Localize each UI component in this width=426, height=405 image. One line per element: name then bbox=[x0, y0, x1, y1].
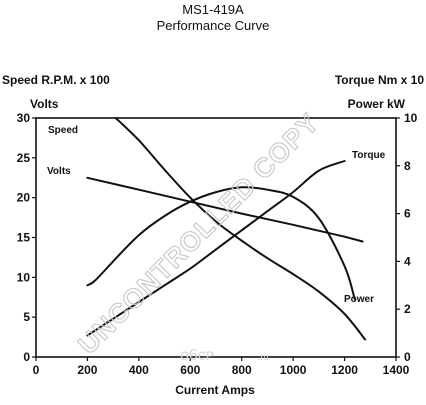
y-left-tick-label: 0 bbox=[23, 350, 30, 364]
y-right-tick-label: 2 bbox=[404, 302, 411, 316]
y-right-tick-label: 10 bbox=[404, 111, 418, 125]
x-tick-label: 1200 bbox=[331, 363, 358, 377]
watermark-text: UNCONTROLLED COPY bbox=[72, 107, 325, 360]
x-tick-label: 1000 bbox=[280, 363, 307, 377]
ticks-layer: 0 200 400 600 800 1000 1200 1400051015202530024… bbox=[17, 111, 418, 377]
series-line-speed bbox=[114, 117, 367, 341]
right-axis-title-torque: Torque Nm x 10 bbox=[335, 73, 424, 87]
y-right-tick-label: 8 bbox=[404, 159, 411, 173]
x-tick-label: 200 bbox=[77, 363, 97, 377]
chart-subtitle: Performance Curve bbox=[157, 18, 270, 33]
site-logo: ᴏ6ᴄᴘ .ru bbox=[180, 347, 269, 364]
x-axis-title: Current Amps bbox=[175, 383, 255, 397]
series-line-power bbox=[86, 186, 356, 301]
series-label-volts: Volts bbox=[47, 166, 71, 177]
series-label-torque: Torque bbox=[352, 150, 386, 161]
x-tick-label: 600 bbox=[180, 363, 200, 377]
x-tick-label: 400 bbox=[129, 363, 149, 377]
y-right-tick-label: 4 bbox=[404, 254, 411, 268]
series-layer bbox=[86, 117, 367, 341]
series-line-torque bbox=[86, 160, 346, 337]
logo-text: ᴏ6ᴄᴘ bbox=[180, 347, 214, 364]
y-left-tick-label: 25 bbox=[17, 151, 31, 165]
y-right-tick-label: 6 bbox=[404, 207, 411, 221]
series-line-volts bbox=[86, 176, 364, 243]
x-tick-label: 1400 bbox=[383, 363, 410, 377]
right-axis-title-power: Power kW bbox=[348, 97, 406, 111]
y-left-tick-label: 15 bbox=[17, 231, 31, 245]
series-label-power: Power bbox=[344, 294, 374, 305]
chart-title: MS1-419A bbox=[182, 2, 244, 17]
y-left-tick-label: 10 bbox=[17, 270, 31, 284]
y-left-tick-label: 5 bbox=[23, 310, 30, 324]
logo-suffix: .ru bbox=[258, 352, 269, 362]
x-tick-label: 0 bbox=[33, 363, 40, 377]
y-right-tick-label: 0 bbox=[404, 350, 411, 364]
left-axis-title-volts: Volts bbox=[30, 97, 59, 111]
y-left-tick-label: 20 bbox=[17, 191, 31, 205]
series-labels-layer: Speed Volts Torque Power bbox=[47, 125, 386, 305]
series-label-speed: Speed bbox=[48, 125, 78, 136]
y-left-tick-label: 30 bbox=[17, 111, 31, 125]
left-axis-title-speed: Speed R.P.M. x 100 bbox=[2, 73, 110, 87]
x-tick-label: 800 bbox=[232, 363, 252, 377]
